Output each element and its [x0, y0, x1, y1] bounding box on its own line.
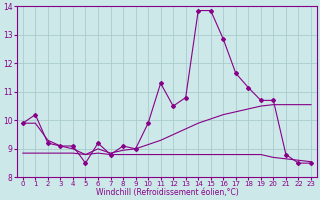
X-axis label: Windchill (Refroidissement éolien,°C): Windchill (Refroidissement éolien,°C)	[96, 188, 238, 197]
